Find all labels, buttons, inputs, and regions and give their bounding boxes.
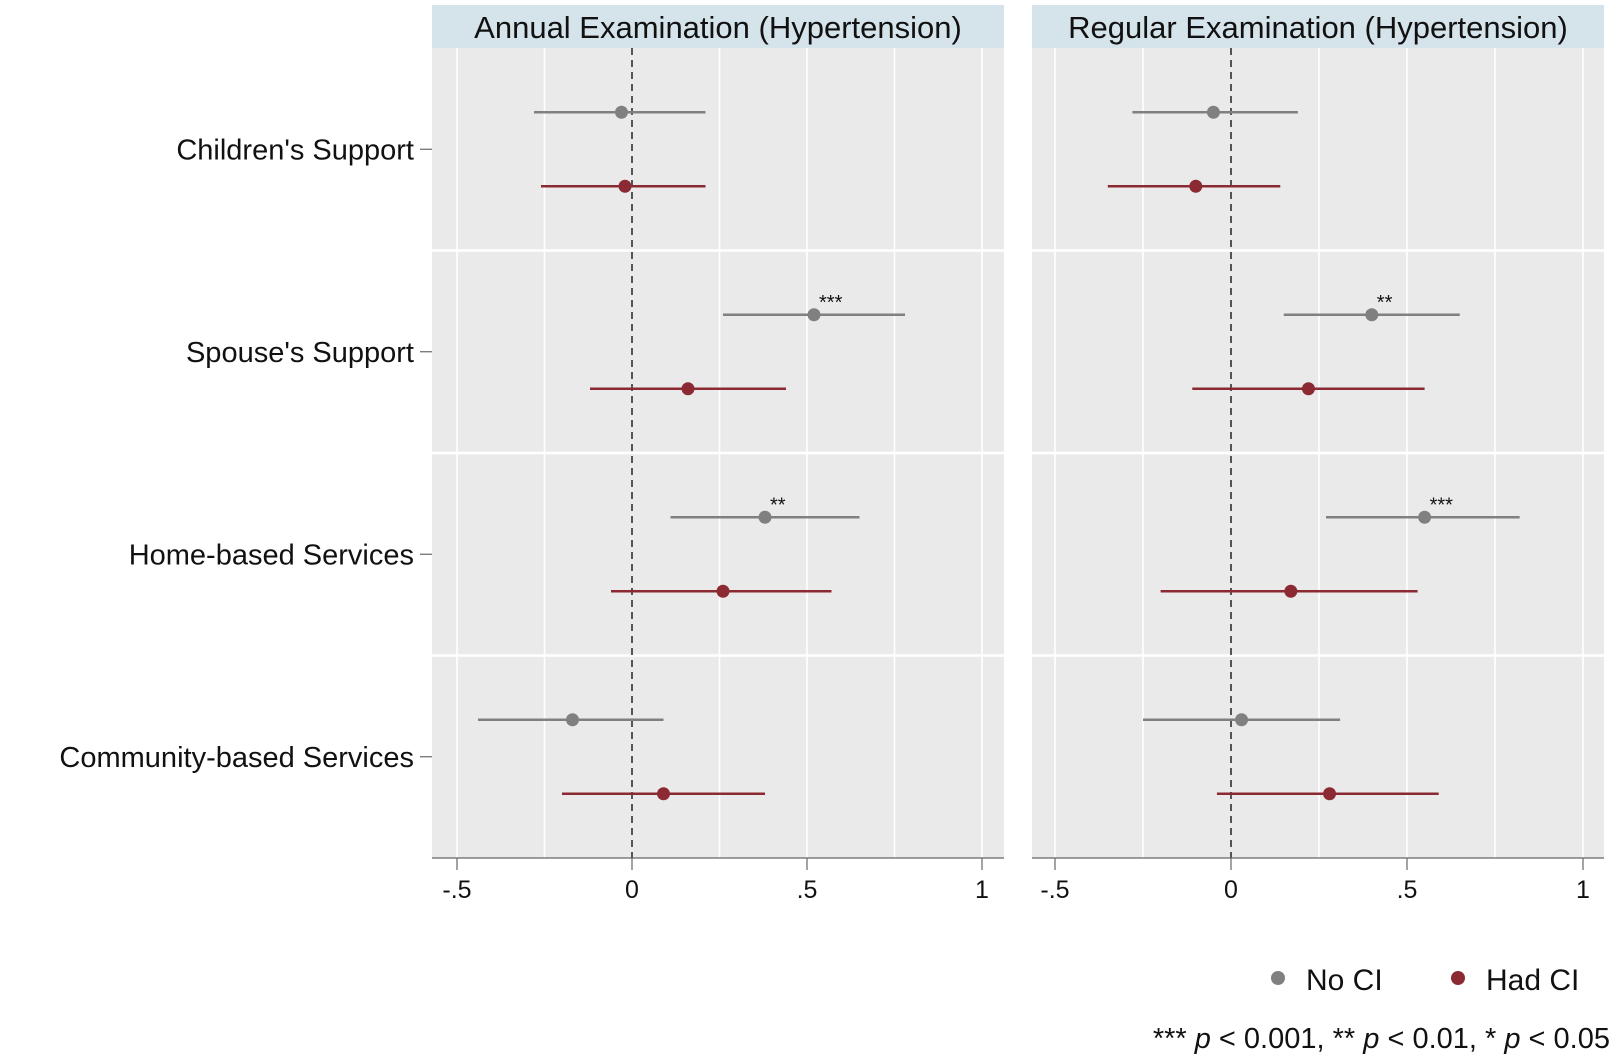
point-estimate: [618, 179, 632, 193]
series-no-ci: *****: [1132, 105, 1520, 727]
point-estimate: [615, 105, 628, 119]
x-tick-label: 1: [1576, 876, 1590, 904]
point-estimate: [807, 308, 821, 322]
panel-title: Annual Examination (Hypertension): [474, 10, 962, 45]
footnote-part: p: [1194, 1023, 1211, 1055]
y-axis-labels: Children's Support Spouse's Support Home-b…: [59, 134, 432, 774]
point-estimate: [566, 713, 579, 727]
x-tick-label: .5: [797, 876, 818, 904]
significance-stars: **: [1377, 292, 1393, 314]
series-no-ci: *****: [478, 105, 905, 727]
point-estimate: [1365, 308, 1379, 322]
x-tick-label: -.5: [442, 876, 471, 904]
series-had-ci: [541, 179, 832, 801]
legend: No CI Had CI: [1271, 964, 1579, 997]
footnote-part: < 0.05: [1521, 1023, 1611, 1055]
footnote-part: p: [1503, 1023, 1520, 1055]
significance-footnote: *** p < 0.001, ** p < 0.01, * p < 0.05: [1153, 1023, 1610, 1055]
point-estimate: [1189, 179, 1203, 193]
significance-stars: ***: [819, 292, 843, 314]
point-estimate: [1284, 584, 1298, 598]
point-estimate: [1301, 382, 1315, 396]
point-estimate: [1418, 510, 1432, 524]
point-estimate: [657, 787, 670, 801]
legend-label: No CI: [1306, 964, 1383, 997]
footnote-part: ***: [1153, 1023, 1195, 1055]
panel-2: Regular Examination (Hypertension) -.5 0 .5…: [1032, 5, 1604, 904]
y-tick-label: Spouse's Support: [186, 337, 414, 369]
point-estimate: [716, 584, 730, 598]
y-tick-label: Home-based Services: [129, 539, 414, 571]
footnote-part: < 0.001,: [1211, 1023, 1333, 1055]
significance-stars: **: [770, 494, 786, 516]
legend-marker: [1451, 971, 1465, 985]
point-estimate: [1206, 105, 1220, 119]
panel-title-strip: [1032, 5, 1604, 48]
footnote-part: p: [1362, 1023, 1379, 1055]
point-estimate: [1323, 787, 1337, 801]
y-tick-label: Children's Support: [176, 134, 414, 166]
x-tick-label: 0: [625, 876, 639, 904]
significance-stars: ***: [1430, 494, 1454, 516]
panel-1: Annual Examination (Hypertension) -.5 0 .5 1…: [432, 5, 1004, 904]
point-estimate: [681, 382, 695, 396]
panel-title-strip: [432, 5, 1004, 48]
point-estimate: [1235, 713, 1249, 727]
point-estimate: [758, 510, 772, 524]
series-had-ci: [1107, 179, 1439, 801]
legend-label: Had CI: [1486, 964, 1579, 997]
x-tick-label: .5: [1397, 876, 1418, 904]
legend-marker: [1271, 971, 1285, 985]
x-tick-label: 0: [1224, 876, 1238, 904]
footnote-part: < 0.01,: [1379, 1023, 1485, 1055]
y-tick-label: Community-based Services: [59, 742, 414, 774]
x-tick-label: -.5: [1040, 876, 1069, 904]
panel-title: Regular Examination (Hypertension): [1068, 10, 1568, 45]
footnote-part: **: [1333, 1023, 1364, 1055]
footnote-part: *: [1485, 1023, 1504, 1055]
x-tick-label: 1: [975, 876, 989, 904]
